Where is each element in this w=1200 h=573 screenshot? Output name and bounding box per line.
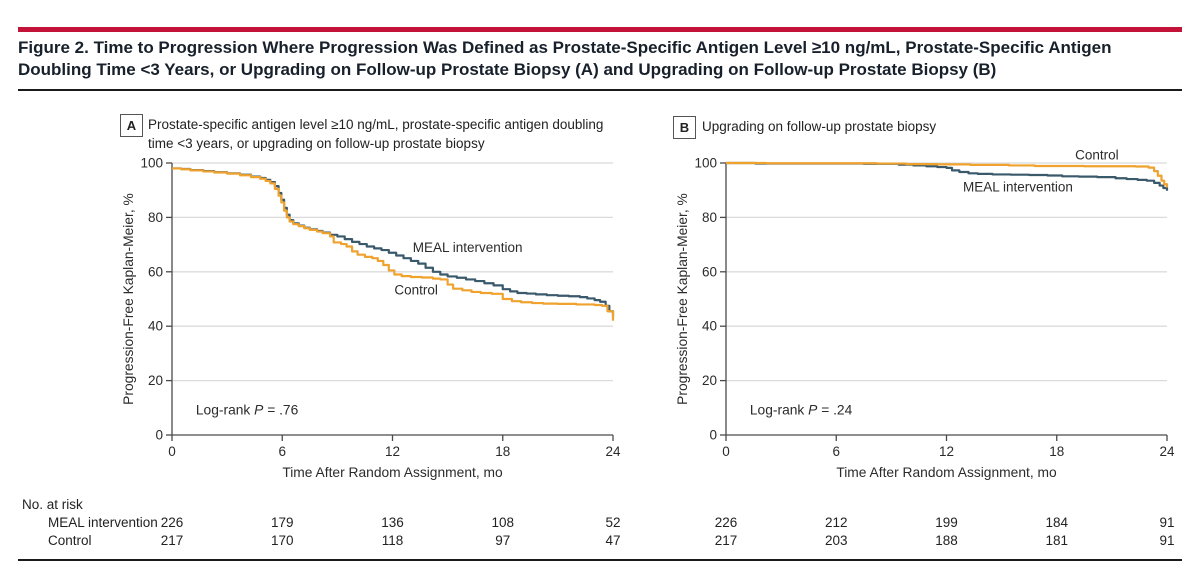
x-axis-title: Time After Random Assignment, mo (282, 465, 503, 480)
risk-count: 47 (605, 533, 621, 548)
y-tick-label: 60 (702, 264, 717, 279)
panel-a-letter: A (120, 114, 143, 137)
x-tick-label: 18 (1049, 444, 1064, 459)
series-label: Control (1075, 147, 1119, 162)
risk-count: 212 (824, 515, 848, 530)
x-tick-label: 6 (832, 444, 840, 459)
km-curve-control (172, 167, 615, 321)
panel-b-letter: B (673, 116, 696, 139)
risk-count: 170 (270, 533, 294, 548)
x-tick-label: 12 (939, 444, 954, 459)
series-label: Control (394, 282, 438, 297)
logrank-annotation: Log-rank P = .76 (196, 403, 299, 418)
bottom-divider (18, 559, 1182, 561)
y-tick-label: 40 (702, 319, 717, 334)
x-tick-label: 0 (722, 444, 730, 459)
risk-table-heading: No. at risk (22, 497, 83, 512)
km-curve-meal (726, 161, 1169, 191)
y-axis-title: Progression-Free Kaplan-Meier, % (121, 193, 136, 405)
x-tick-label: 12 (385, 444, 400, 459)
risk-count: 188 (935, 533, 958, 548)
panel-b-caption: Upgrading on follow-up prostate biopsy (702, 119, 937, 134)
series-label: MEAL intervention (963, 179, 1073, 194)
risk-count: 184 (1045, 515, 1069, 530)
y-tick-label: 0 (155, 428, 163, 443)
risk-count: 179 (270, 515, 294, 530)
risk-count: 118 (381, 533, 404, 548)
accent-rule (18, 27, 1182, 32)
km-curve-meal (172, 167, 615, 317)
x-tick-label: 18 (495, 444, 510, 459)
risk-count: 199 (935, 515, 958, 530)
risk-row-label-control: Control (48, 533, 92, 548)
x-axis-title: Time After Random Assignment, mo (836, 465, 1057, 480)
figure-title: Figure 2. Time to Progression Where Prog… (18, 38, 1112, 80)
y-tick-label: 100 (140, 156, 163, 171)
risk-count: 91 (1159, 515, 1175, 530)
x-tick-label: 0 (168, 444, 176, 459)
y-tick-label: 0 (709, 428, 717, 443)
title-divider (18, 89, 1182, 91)
y-axis-title: Progression-Free Kaplan-Meier, % (675, 193, 690, 405)
y-tick-label: 20 (148, 373, 163, 388)
logrank-annotation: Log-rank P = .24 (750, 403, 853, 418)
risk-count: 226 (160, 515, 184, 530)
risk-count: 217 (714, 533, 738, 548)
y-tick-label: 80 (148, 210, 163, 225)
risk-count: 91 (1159, 533, 1175, 548)
panel-a-caption: Prostate-specific antigen level ≥10 ng/m… (148, 117, 604, 152)
risk-count: 203 (824, 533, 848, 548)
risk-count: 108 (491, 515, 515, 530)
y-tick-label: 80 (702, 210, 717, 225)
x-tick-label: 6 (278, 444, 286, 459)
risk-row-label-meal: MEAL intervention (48, 515, 158, 530)
risk-count: 181 (1045, 533, 1069, 548)
x-tick-label: 24 (1159, 444, 1175, 459)
risk-count: 136 (381, 515, 404, 530)
risk-count: 226 (714, 515, 738, 530)
x-tick-label: 24 (605, 444, 621, 459)
y-tick-label: 100 (694, 156, 717, 171)
risk-count: 217 (160, 533, 184, 548)
km-curve-control (726, 161, 1169, 188)
y-tick-label: 40 (148, 319, 163, 334)
risk-count: 97 (495, 533, 511, 548)
series-label: MEAL intervention (413, 240, 523, 255)
y-tick-label: 20 (702, 373, 717, 388)
y-tick-label: 60 (148, 264, 163, 279)
risk-count: 52 (605, 515, 621, 530)
